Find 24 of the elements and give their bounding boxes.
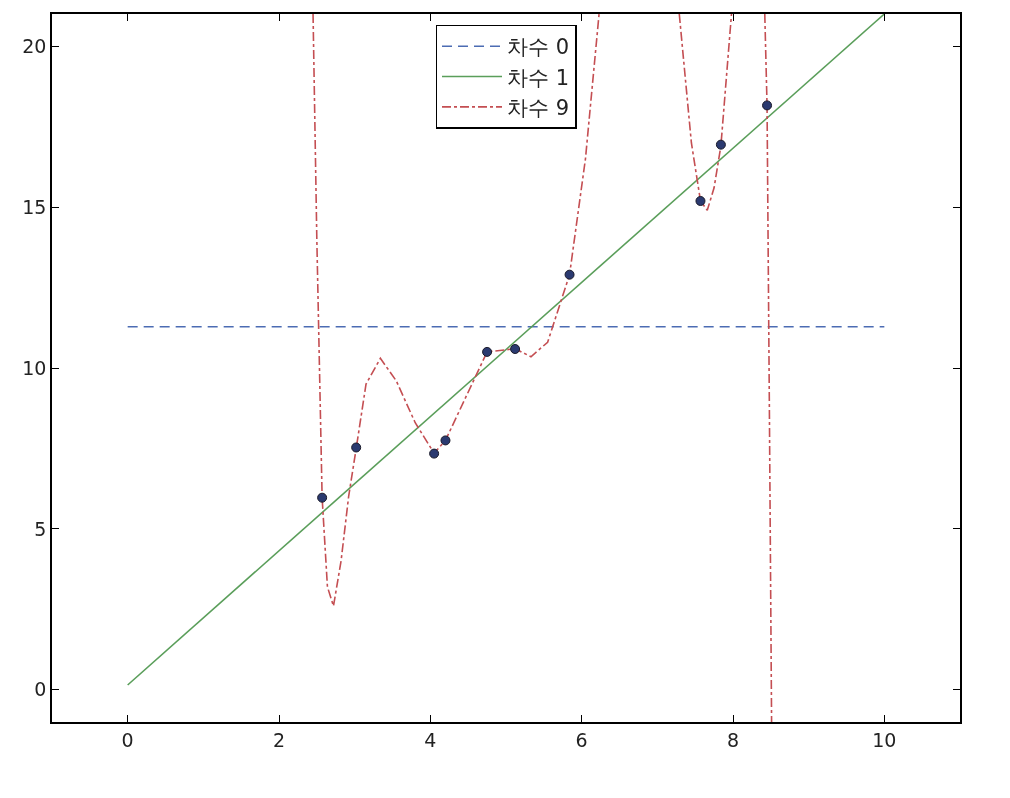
point bbox=[429, 448, 440, 459]
point bbox=[510, 344, 521, 355]
x-tick-label: 4 bbox=[424, 728, 437, 751]
y-tick-label: 15 bbox=[22, 195, 47, 218]
legend-label: 차수 9 bbox=[507, 96, 570, 121]
y-tick-label: 0 bbox=[34, 678, 47, 701]
point bbox=[351, 442, 362, 453]
point bbox=[482, 346, 493, 357]
legend-label: 차수 1 bbox=[507, 65, 570, 90]
point bbox=[715, 139, 726, 150]
legend-label: 차수 0 bbox=[507, 35, 570, 60]
x-tick-label: 10 bbox=[872, 728, 897, 751]
x-tick-label: 2 bbox=[272, 728, 286, 751]
point bbox=[317, 492, 328, 503]
point bbox=[762, 100, 773, 111]
x-tick-label: 6 bbox=[575, 728, 588, 751]
y-tick-label: 20 bbox=[22, 34, 47, 57]
point bbox=[564, 269, 575, 280]
x-tick-label: 8 bbox=[726, 728, 740, 751]
x-tick-label: 0 bbox=[121, 728, 134, 751]
y-tick-label: 5 bbox=[34, 517, 47, 540]
point bbox=[695, 195, 706, 206]
y-tick-label: 10 bbox=[22, 356, 47, 379]
point bbox=[440, 435, 451, 446]
